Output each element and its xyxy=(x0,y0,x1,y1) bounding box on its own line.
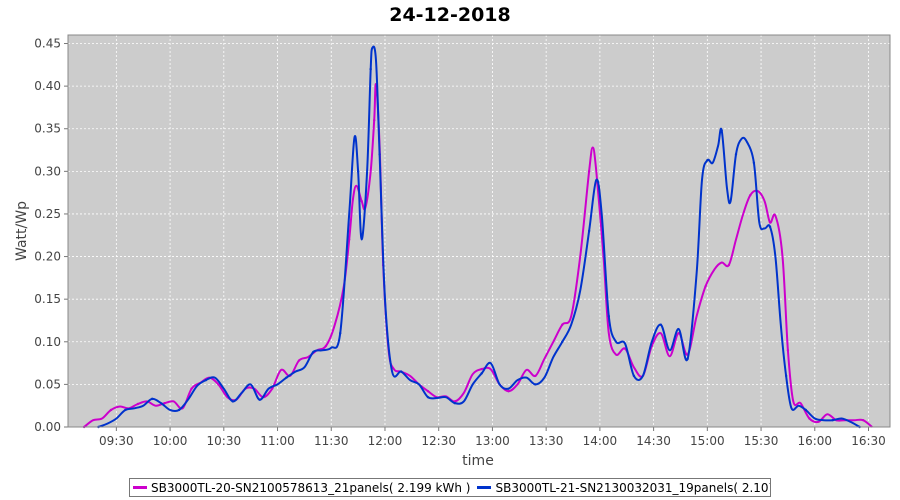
x-tick-label: 10:00 xyxy=(153,434,188,448)
y-tick-label: 0.40 xyxy=(34,79,61,93)
data-point xyxy=(150,397,154,401)
data-point xyxy=(587,170,591,173)
data-point xyxy=(768,225,772,228)
data-point xyxy=(727,263,731,267)
data-point xyxy=(534,383,537,386)
legend-label-series-2: SB3000TL-21-SN2130032031_19panels( 2.107… xyxy=(495,480,770,495)
x-tick-label: 15:00 xyxy=(690,434,725,448)
y-tick-label: 0.45 xyxy=(34,37,61,51)
y-tick-label: 0.15 xyxy=(34,292,61,306)
data-point xyxy=(784,374,788,378)
x-tick-label: 14:30 xyxy=(636,434,671,448)
data-point xyxy=(561,323,564,326)
data-point xyxy=(109,408,113,412)
x-tick-label: 09:30 xyxy=(99,434,134,448)
data-point xyxy=(190,387,193,390)
plot-area xyxy=(68,35,890,427)
data-point xyxy=(480,372,483,375)
legend-item-series-1: SB3000TL-20-SN2100578613_21panels( 2.199… xyxy=(130,481,474,495)
data-point xyxy=(399,370,403,373)
data-point xyxy=(217,383,220,386)
data-point xyxy=(686,357,689,361)
series-lines xyxy=(82,45,873,429)
data-point xyxy=(752,161,756,165)
y-tick-label: 0.10 xyxy=(34,335,61,349)
x-tick-label: 14:00 xyxy=(583,434,618,448)
data-point xyxy=(632,374,636,378)
data-point xyxy=(804,408,808,412)
data-point xyxy=(734,153,738,156)
data-point xyxy=(177,408,181,412)
y-tick-label: 0.30 xyxy=(34,164,61,178)
data-point xyxy=(507,390,510,393)
x-tick-label: 10:30 xyxy=(207,434,242,448)
data-point xyxy=(258,398,261,401)
y-axis-title: Watt/Wp xyxy=(14,201,30,261)
data-point xyxy=(231,400,234,403)
x-axis-title: time xyxy=(462,453,494,469)
data-point xyxy=(808,417,811,420)
data-point xyxy=(369,67,372,71)
x-tick-label: 13:00 xyxy=(475,434,510,448)
chart-title: 24-12-2018 xyxy=(389,4,511,26)
y-tick-label: 0.25 xyxy=(34,207,61,221)
data-point xyxy=(285,376,288,379)
data-point xyxy=(659,323,662,326)
data-point xyxy=(312,350,315,354)
data-point xyxy=(480,367,483,371)
data-point xyxy=(324,344,328,348)
data-point xyxy=(768,221,772,224)
x-tick-label: 13:30 xyxy=(529,434,564,448)
x-tick-label: 12:30 xyxy=(421,434,456,448)
legend-swatch-series-2 xyxy=(477,486,492,489)
plot-border xyxy=(67,34,891,428)
data-point xyxy=(861,418,865,422)
data-point xyxy=(706,159,709,162)
data-point xyxy=(339,332,342,335)
y-tick-label: 0.05 xyxy=(34,377,61,391)
data-point xyxy=(507,387,510,390)
legend-item-series-2: SB3000TL-21-SN2130032031_19panels( 2.107… xyxy=(474,480,770,495)
data-point xyxy=(786,349,790,352)
data-point xyxy=(426,390,430,393)
data-point xyxy=(749,194,752,197)
data-point xyxy=(270,387,274,390)
y-tick-label: 0.00 xyxy=(34,420,61,434)
data-point xyxy=(163,401,166,405)
legend-swatch-series-1 xyxy=(133,486,147,489)
data-point xyxy=(356,170,360,173)
data-point xyxy=(534,374,537,378)
data-point xyxy=(607,315,611,318)
x-tick-label: 12:00 xyxy=(368,434,403,448)
x-tick-label: 11:00 xyxy=(260,434,295,448)
data-point xyxy=(378,153,381,156)
x-tick-label: 16:00 xyxy=(797,434,832,448)
data-point xyxy=(124,408,127,412)
y-tick-label: 0.20 xyxy=(34,250,61,264)
data-point xyxy=(347,238,351,241)
data-point xyxy=(373,119,376,122)
x-tick-label: 11:30 xyxy=(314,434,349,448)
y-tick-label: 0.35 xyxy=(34,122,61,136)
x-tick-label: 15:30 xyxy=(744,434,779,448)
x-tick-label: 16:30 xyxy=(851,434,886,448)
data-point xyxy=(204,378,208,382)
series-line-2 xyxy=(98,45,861,428)
data-point xyxy=(453,401,457,405)
data-point xyxy=(720,129,723,132)
legend-label-series-1: SB3000TL-20-SN2100578613_21panels( 2.199… xyxy=(151,480,471,495)
data-point xyxy=(136,402,140,406)
data-point xyxy=(360,199,363,203)
data-point xyxy=(587,229,591,233)
data-point xyxy=(704,285,707,288)
data-point xyxy=(561,340,564,343)
axes: 0.00 0.05 0.10 0.15 0.20 0.25 0.30 0.35 0.40 0.45… xyxy=(34,34,891,448)
data-point xyxy=(831,418,834,422)
data-point xyxy=(426,395,430,399)
grid-lines xyxy=(68,35,890,428)
data-point xyxy=(297,359,301,362)
legend: SB3000TL-20-SN2100578613_21panels( 2.199… xyxy=(129,478,771,497)
